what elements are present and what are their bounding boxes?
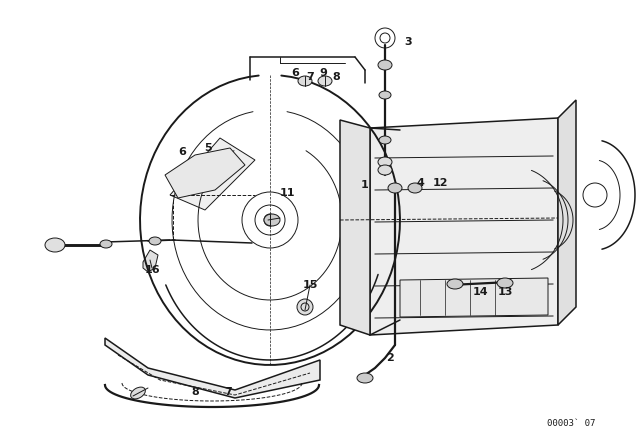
Text: 8: 8 [332,72,340,82]
Ellipse shape [298,76,312,86]
Text: 6: 6 [178,147,186,157]
Text: 8: 8 [191,387,199,397]
Polygon shape [558,100,576,325]
Text: 4: 4 [416,178,424,188]
Text: 9: 9 [319,68,327,78]
Ellipse shape [206,154,218,162]
Ellipse shape [149,237,161,245]
Ellipse shape [45,238,65,252]
Ellipse shape [388,183,402,193]
Text: 6: 6 [291,68,299,78]
Polygon shape [400,278,548,317]
Ellipse shape [379,136,391,144]
Text: 14: 14 [473,287,489,297]
Ellipse shape [378,157,392,167]
Ellipse shape [264,214,280,226]
Text: 7: 7 [224,387,232,397]
Ellipse shape [408,183,422,193]
Text: 3: 3 [404,37,412,47]
Polygon shape [370,118,558,335]
Circle shape [297,299,313,315]
Text: 2: 2 [386,353,394,363]
Ellipse shape [100,240,112,248]
Ellipse shape [318,76,332,86]
Ellipse shape [379,91,391,99]
Text: 13: 13 [497,287,513,297]
Ellipse shape [497,278,513,288]
Polygon shape [340,120,370,335]
Text: 12: 12 [432,178,448,188]
Ellipse shape [357,373,373,383]
Text: 5: 5 [204,143,212,153]
Polygon shape [170,138,255,210]
Text: 15: 15 [302,280,317,290]
Text: 1: 1 [361,180,369,190]
Text: 11: 11 [279,188,295,198]
Text: 16: 16 [144,265,160,275]
Polygon shape [165,148,245,198]
Circle shape [264,214,276,226]
Ellipse shape [447,279,463,289]
Text: 00003` 07: 00003` 07 [547,419,595,428]
Text: 7: 7 [306,72,314,82]
Polygon shape [105,338,320,398]
Ellipse shape [378,165,392,175]
Ellipse shape [131,387,145,399]
Ellipse shape [378,60,392,70]
Polygon shape [143,250,158,272]
